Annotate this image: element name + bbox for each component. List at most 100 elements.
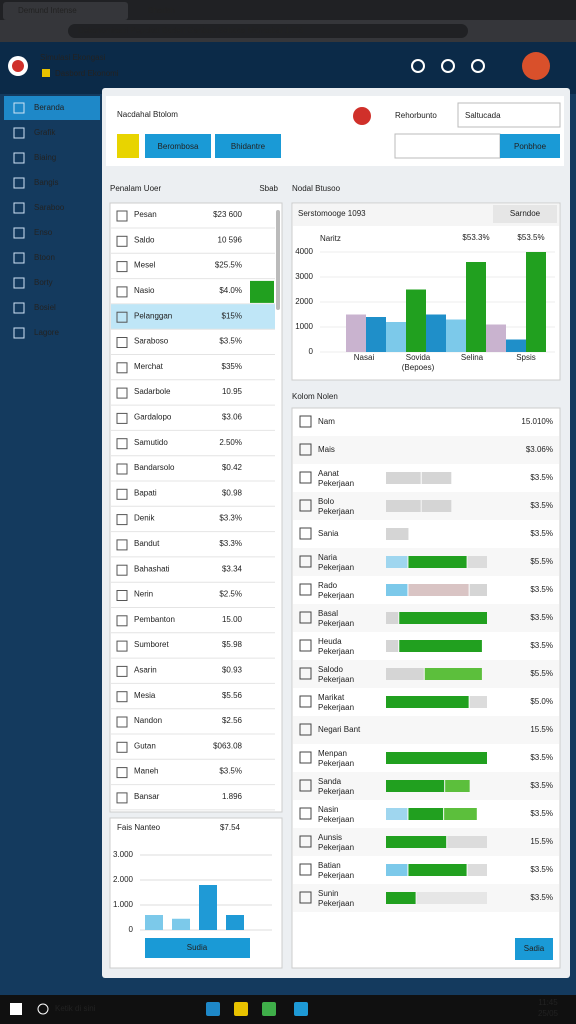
panel-action[interactable]: Sbab xyxy=(259,184,278,193)
row-icon xyxy=(116,665,128,677)
row-name[interactable]: Bansar xyxy=(134,792,160,801)
row-value: $3.5% xyxy=(530,893,553,902)
row-name[interactable]: Sunin xyxy=(318,889,338,898)
chart-button-label[interactable]: Sudia xyxy=(187,943,208,952)
row-name[interactable]: Mesel xyxy=(134,261,156,270)
row-name[interactable]: Samutido xyxy=(134,438,168,447)
sidebar-item[interactable]: Bosiel xyxy=(34,303,56,312)
row-name[interactable]: Bapati xyxy=(134,488,157,497)
row-name[interactable]: Salodo xyxy=(318,665,343,674)
sidebar-item[interactable]: Biaing xyxy=(34,153,56,162)
row-icon xyxy=(299,471,312,484)
sidebar-item[interactable]: Beranda xyxy=(34,103,65,112)
row-name[interactable]: Sumboret xyxy=(134,640,169,649)
header-icon[interactable] xyxy=(441,59,455,73)
row-value: $063.08 xyxy=(213,741,242,750)
row-name[interactable]: Merchat xyxy=(134,362,164,371)
row-name[interactable]: Negari Bant xyxy=(318,725,361,734)
taskbar-app[interactable] xyxy=(262,1002,276,1016)
progress-segment xyxy=(386,500,421,512)
row-name[interactable]: Nam xyxy=(318,417,335,426)
chart-action[interactable] xyxy=(493,205,557,223)
button[interactable] xyxy=(145,134,211,158)
y-tick-label: 2000 xyxy=(295,297,313,306)
list-button[interactable] xyxy=(515,938,553,960)
row-value: $3.5% xyxy=(530,865,553,874)
row-name[interactable]: Saraboso xyxy=(134,337,169,346)
taskbar-app[interactable] xyxy=(206,1002,220,1016)
row-name[interactable]: Bolo xyxy=(318,497,335,506)
row-name[interactable]: Pelanggan xyxy=(134,311,172,320)
row-value: $5.5% xyxy=(530,557,553,566)
row-name[interactable]: Menpan xyxy=(318,749,347,758)
icon-button[interactable] xyxy=(117,134,139,158)
search-button-label[interactable]: Ponbhoe xyxy=(514,142,547,151)
taskbar-app[interactable] xyxy=(234,1002,248,1016)
row-name[interactable]: Nerin xyxy=(134,590,153,599)
row-name[interactable]: Batian xyxy=(318,861,341,870)
row-name[interactable]: Sania xyxy=(318,529,339,538)
tab-title[interactable]: Bhadsh xyxy=(148,6,175,15)
row-icon xyxy=(116,210,128,222)
taskbar-app[interactable] xyxy=(294,1002,308,1016)
row-name[interactable]: Mais xyxy=(318,445,335,454)
filter-select[interactable] xyxy=(457,102,561,128)
scrollbar[interactable] xyxy=(276,210,280,310)
sidebar-item[interactable]: Btoon xyxy=(34,253,55,262)
button-label[interactable]: Bhidantre xyxy=(231,142,266,151)
row-icon xyxy=(116,387,128,399)
button[interactable] xyxy=(215,134,281,158)
row-check[interactable] xyxy=(250,280,274,303)
header-icon[interactable] xyxy=(471,59,485,73)
row-name[interactable]: Naria xyxy=(318,553,338,562)
row-name[interactable]: Sadarbole xyxy=(134,387,171,396)
row-name[interactable]: Nandon xyxy=(134,716,162,725)
sidebar-item[interactable]: Saraboo xyxy=(34,203,65,212)
search-button[interactable] xyxy=(500,134,560,158)
sidebar-item[interactable]: Lagore xyxy=(34,328,59,337)
avatar[interactable] xyxy=(522,52,550,80)
sidebar-item[interactable]: Bangis xyxy=(34,178,58,187)
row-value: 15.5% xyxy=(530,725,553,734)
row-name[interactable]: Saldo xyxy=(134,235,155,244)
row-name[interactable]: Maneh xyxy=(134,767,158,776)
row-value: $5.98 xyxy=(222,640,243,649)
panel-title: Penalam Uoer xyxy=(110,184,161,193)
start-button[interactable] xyxy=(10,1003,22,1015)
row-name[interactable]: Gardalopo xyxy=(134,413,172,422)
sidebar-item[interactable]: Grafik xyxy=(34,128,56,137)
tab-title[interactable]: Demund Intense xyxy=(18,6,77,15)
row-name[interactable]: Pembanton xyxy=(134,615,175,624)
row-name[interactable]: Aanat xyxy=(318,469,340,478)
row-name[interactable]: Rado xyxy=(318,581,338,590)
url[interactable]: Dekonomisasi Pepokat Baderi Ganbau Sebas… xyxy=(78,26,304,35)
button-label[interactable]: Berombosa xyxy=(158,142,199,151)
row-name[interactable]: Bandut xyxy=(134,539,160,548)
taskbar-search[interactable]: Ketik di sini xyxy=(55,1004,96,1013)
row-icon xyxy=(116,640,128,652)
list-button-label[interactable]: Sadia xyxy=(524,944,545,953)
row-name[interactable]: Bandarsolo xyxy=(134,463,175,472)
sidebar-icon xyxy=(13,277,25,289)
sidebar-item[interactable]: Borty xyxy=(34,278,53,287)
row-band xyxy=(293,716,559,744)
row-name[interactable]: Bahashati xyxy=(134,564,170,573)
row-name[interactable]: Aunsis xyxy=(318,833,342,842)
row-name[interactable]: Basal xyxy=(318,609,338,618)
row-name[interactable]: Gutan xyxy=(134,741,156,750)
row-name[interactable]: Nasin xyxy=(318,805,338,814)
row-name[interactable]: Denik xyxy=(134,514,155,523)
row-name[interactable]: Nasio xyxy=(134,286,155,295)
row-name[interactable]: Heuda xyxy=(318,637,342,646)
progress-segment xyxy=(386,892,416,904)
row-name[interactable]: Asarin xyxy=(134,666,157,675)
row-name[interactable]: Pesan xyxy=(134,210,157,219)
row-name[interactable]: Sanda xyxy=(318,777,342,786)
header-icon[interactable] xyxy=(411,59,425,73)
sidebar-item[interactable]: Enso xyxy=(34,228,53,237)
search-input[interactable] xyxy=(394,133,501,159)
row-name[interactable]: Marikat xyxy=(318,693,345,702)
chart-button[interactable] xyxy=(145,938,250,958)
row-name[interactable]: Mesia xyxy=(134,691,156,700)
chart-action-label[interactable]: Sarndoe xyxy=(510,209,541,218)
